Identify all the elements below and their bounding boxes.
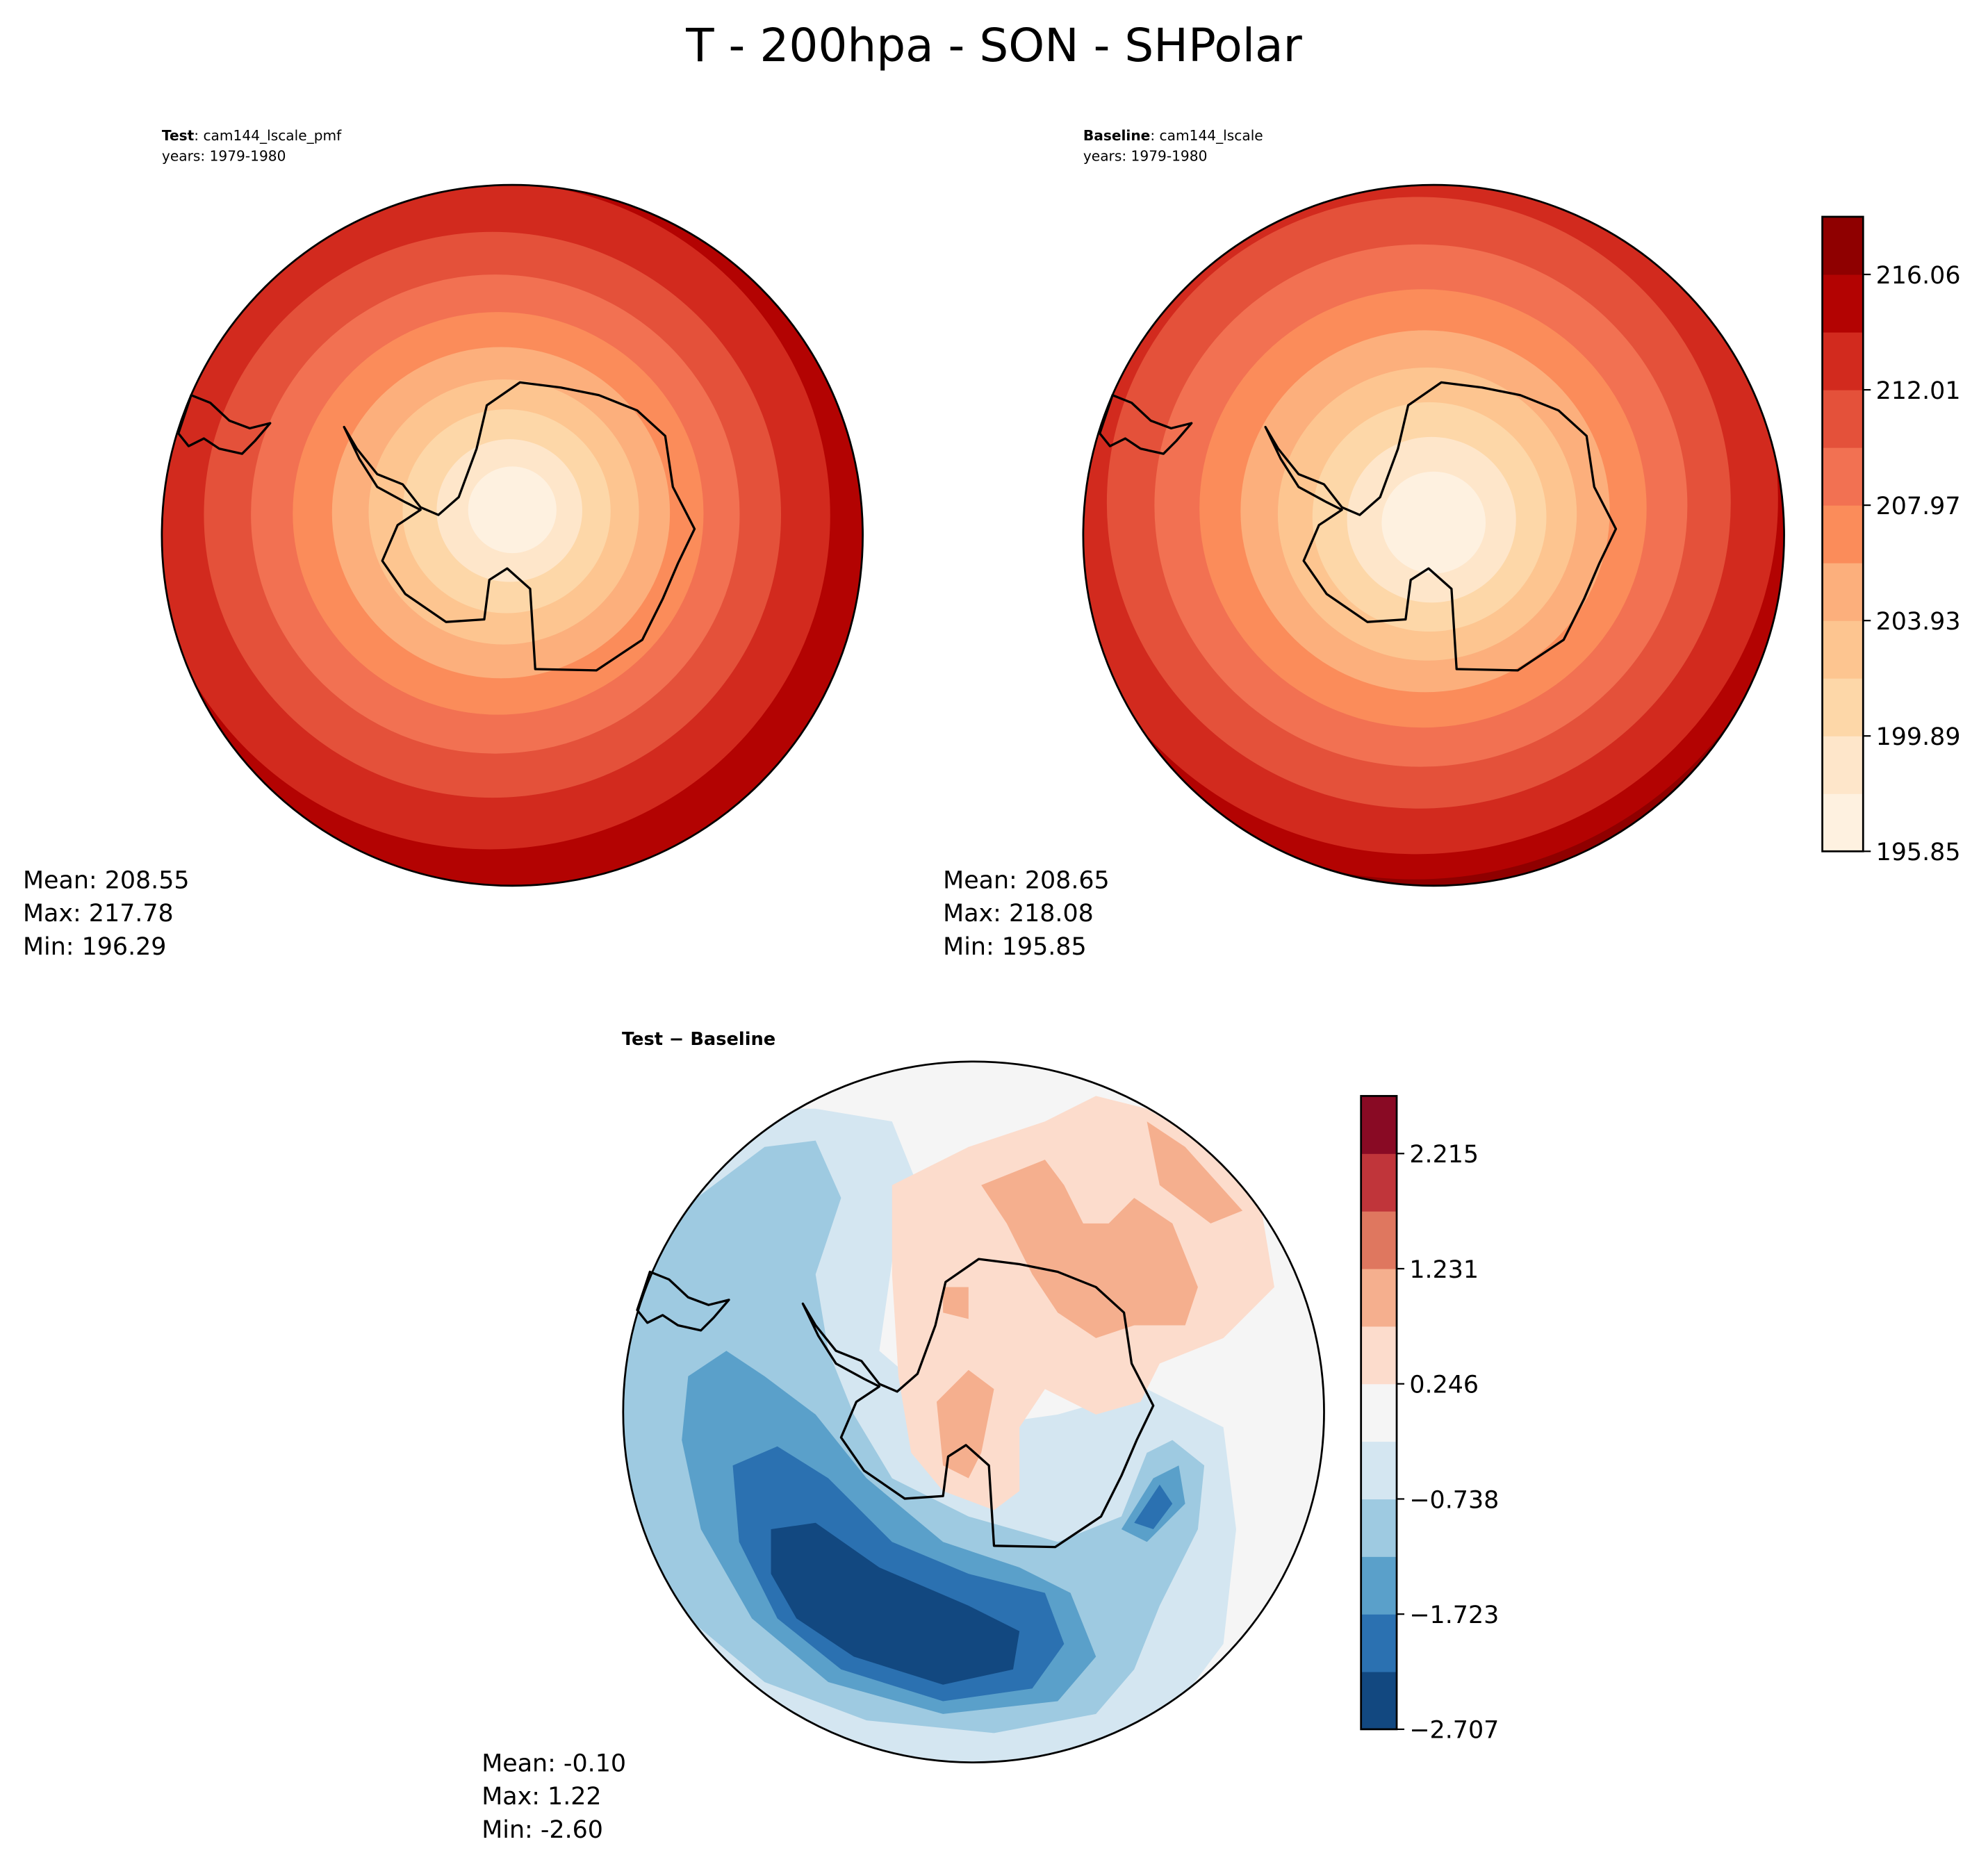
colorbar-segment bbox=[1822, 216, 1864, 275]
colorbar-tick-label: 207.97 bbox=[1876, 493, 1961, 520]
colorbar-segment bbox=[1822, 620, 1864, 679]
colorbar-segment bbox=[1822, 678, 1864, 736]
colorbar-segment bbox=[1361, 1441, 1397, 1500]
figure-title: T - 200hpa - SON - SHPolar bbox=[685, 19, 1302, 72]
contour-band bbox=[1381, 471, 1486, 574]
colorbar-segment bbox=[1361, 1153, 1397, 1212]
colorbar-tick-label: 199.89 bbox=[1876, 723, 1961, 751]
colorbar-tick-label: −0.738 bbox=[1409, 1486, 1499, 1514]
colorbar-tick-label: −2.707 bbox=[1409, 1717, 1499, 1745]
colorbar-segment bbox=[1361, 1556, 1397, 1615]
colorbar-segment bbox=[1361, 1326, 1397, 1385]
baseline-mean: Mean: 208.65 bbox=[943, 866, 1110, 894]
test-label: Test: cam144_lscale_pmf bbox=[162, 127, 342, 144]
colorbar-segment bbox=[1822, 505, 1864, 563]
diff-region-red bbox=[936, 1121, 1243, 1479]
test-years: years: 1979-1980 bbox=[162, 147, 286, 164]
test-mean: Mean: 208.55 bbox=[23, 866, 190, 894]
colorbar-segment bbox=[1361, 1096, 1397, 1154]
colorbar-segment bbox=[1361, 1614, 1397, 1672]
difference-max: Max: 1.22 bbox=[482, 1783, 601, 1811]
colorbar-tick-label: 203.93 bbox=[1876, 608, 1961, 636]
colorbar-tick-label: −1.723 bbox=[1409, 1601, 1499, 1629]
baseline-years: years: 1979-1980 bbox=[1083, 147, 1208, 164]
test-max: Max: 217.78 bbox=[23, 900, 174, 928]
baseline-map-boundary bbox=[1082, 183, 1785, 887]
test-min: Min: 196.29 bbox=[23, 933, 166, 961]
diff-region-darkest-blue bbox=[771, 1522, 1020, 1685]
difference-panel: Test − Baseline Mean: -0.10 Max: 1.22 Mi… bbox=[482, 1029, 1499, 1844]
colorbar-segment bbox=[1822, 736, 1864, 794]
difference-map bbox=[623, 1061, 1324, 1763]
contour-band bbox=[468, 466, 557, 554]
test-map-boundary bbox=[161, 183, 864, 887]
difference-min: Min: -2.60 bbox=[482, 1816, 603, 1844]
colorbar-segment bbox=[1822, 793, 1864, 852]
colorbar-outline bbox=[1821, 215, 1864, 853]
difference-mean: Mean: -0.10 bbox=[482, 1749, 626, 1777]
difference-colorbar: −2.707 −1.723 −0.738 0.246 1.231 2.215 bbox=[1360, 1095, 1499, 1745]
colorbar-tick-label: 216.06 bbox=[1876, 262, 1961, 290]
colorbar-segment bbox=[1361, 1211, 1397, 1269]
colorbar-segment bbox=[1822, 563, 1864, 621]
test-map bbox=[161, 185, 863, 886]
colorbar-segment bbox=[1361, 1672, 1397, 1730]
colorbar-outline bbox=[1360, 1095, 1398, 1731]
colorbar-segment bbox=[1361, 1383, 1397, 1442]
colorbar-segment bbox=[1822, 390, 1864, 448]
colorbar-tick-label: 195.85 bbox=[1876, 839, 1961, 866]
colorbar-tick-label: 1.231 bbox=[1409, 1256, 1479, 1284]
colorbar-segment bbox=[1822, 447, 1864, 506]
colorbar-segment bbox=[1361, 1269, 1397, 1327]
colorbar-segment bbox=[1361, 1499, 1397, 1557]
colorbar-segment bbox=[1822, 332, 1864, 390]
colorbar-tick-label: 212.01 bbox=[1876, 377, 1961, 405]
temperature-colorbar: 195.85 199.89 203.93 207.97 212.01 216.06 bbox=[1821, 215, 1961, 866]
baseline-label: Baseline: cam144_lscale bbox=[1083, 127, 1263, 144]
baseline-map bbox=[1083, 185, 1784, 886]
colorbar-tick-label: 2.215 bbox=[1409, 1141, 1479, 1169]
test-panel: Test: cam144_lscale_pmf years: 1979-1980… bbox=[23, 127, 864, 961]
colorbar-segment bbox=[1822, 274, 1864, 333]
difference-map-boundary bbox=[622, 1060, 1325, 1763]
baseline-panel: Baseline: cam144_lscale years: 1979-1980… bbox=[943, 127, 1961, 961]
baseline-min: Min: 195.85 bbox=[943, 933, 1086, 961]
colorbar-tick-label: 0.246 bbox=[1409, 1372, 1479, 1399]
baseline-max: Max: 218.08 bbox=[943, 900, 1094, 928]
difference-title: Test − Baseline bbox=[622, 1029, 775, 1050]
